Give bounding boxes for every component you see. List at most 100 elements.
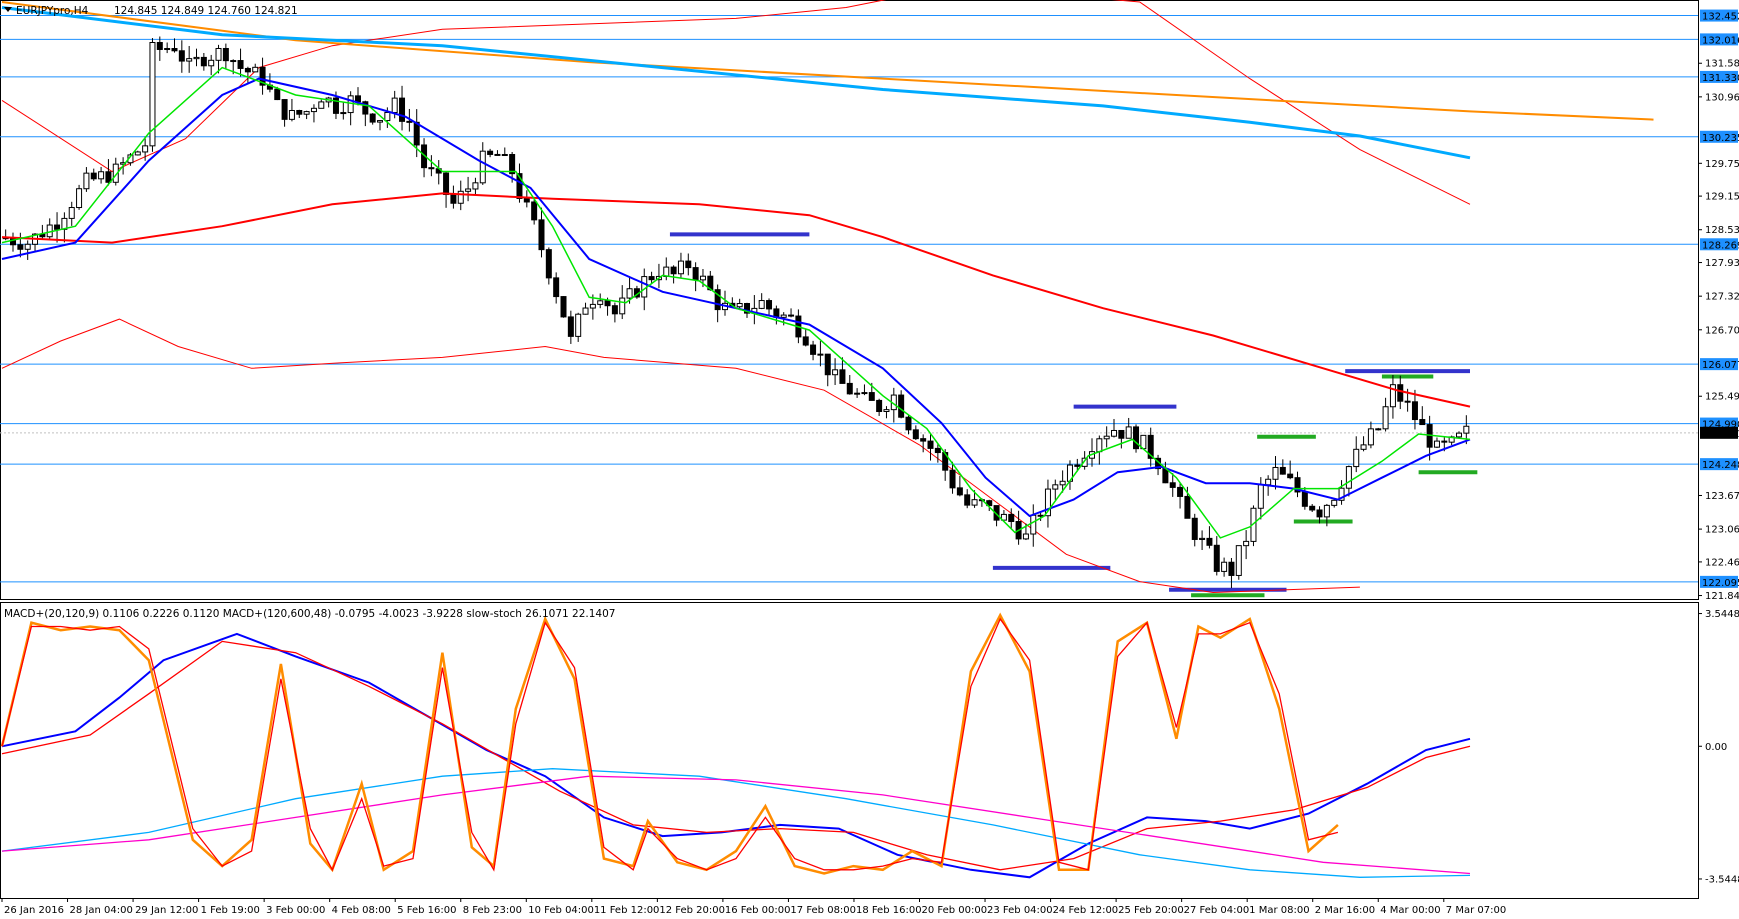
level-label: 132.452 bbox=[1702, 12, 1739, 23]
candle-bull bbox=[76, 188, 83, 209]
candle-bull bbox=[832, 369, 839, 376]
time-tick-label: 12 Feb 20:00 bbox=[659, 905, 725, 916]
candle-bull bbox=[193, 56, 200, 60]
time-tick-label: 25 Feb 20:00 bbox=[1118, 905, 1184, 916]
price-tick-label: 131.580 bbox=[1705, 59, 1739, 70]
candle-bull bbox=[186, 58, 193, 62]
candle-bull bbox=[861, 392, 868, 395]
candle-bull bbox=[1389, 384, 1396, 408]
candle-bull bbox=[1265, 478, 1272, 486]
candle-bull bbox=[1111, 429, 1118, 437]
envelope-lower bbox=[1, 318, 1360, 594]
candle-bear bbox=[296, 109, 303, 115]
candle-bull bbox=[575, 313, 582, 337]
candle-bear bbox=[692, 267, 699, 281]
candle-bear bbox=[802, 336, 809, 346]
candle-bull bbox=[1030, 514, 1037, 535]
candle-bear bbox=[1162, 468, 1169, 484]
indicator-signal-2 bbox=[1, 775, 1471, 875]
candle-bull bbox=[1052, 484, 1059, 490]
price-axis: 132.452 132.016 131.330 130.235 128.269 126.0… bbox=[1698, 9, 1739, 602]
candle-bear bbox=[611, 305, 618, 315]
candle-bear bbox=[406, 120, 413, 123]
candle-bear bbox=[450, 194, 457, 204]
candle-bear bbox=[1118, 429, 1125, 439]
candle-bull bbox=[384, 112, 391, 122]
candle-bull bbox=[479, 150, 486, 184]
candle-bull bbox=[230, 60, 237, 63]
candle-bear bbox=[428, 167, 435, 170]
time-tick-label: 11 Feb 12:00 bbox=[594, 905, 660, 916]
candle-bear bbox=[1184, 495, 1191, 519]
level-label: 130.235 bbox=[1702, 133, 1739, 144]
candle-bull bbox=[303, 111, 310, 115]
candle-bear bbox=[1177, 486, 1184, 497]
candle-bull bbox=[1323, 504, 1330, 518]
candle-bull bbox=[501, 154, 508, 157]
price-tick-label: 121.845 bbox=[1705, 591, 1739, 602]
time-tick-label: 20 Feb 00:00 bbox=[922, 905, 988, 916]
candle-bull bbox=[582, 307, 589, 315]
candle-bear bbox=[178, 50, 185, 62]
candle-bear bbox=[964, 494, 971, 506]
time-tick-label: 27 Feb 04:00 bbox=[1184, 905, 1250, 916]
ma-green bbox=[1, 66, 1471, 539]
candle-bear bbox=[105, 171, 112, 183]
candle-bear bbox=[993, 505, 1000, 521]
candle-bull bbox=[758, 300, 765, 309]
candle-bull bbox=[1272, 466, 1279, 480]
indicator-macd-120-600-48- bbox=[1, 768, 1471, 878]
candle-bull bbox=[1331, 499, 1338, 506]
candle-bull bbox=[1353, 448, 1360, 468]
candle-bull bbox=[736, 303, 743, 308]
candle-bull bbox=[589, 303, 596, 309]
time-tick-label: 4 Mar 00:00 bbox=[1380, 905, 1440, 916]
candle-bull bbox=[1096, 438, 1103, 453]
candle-bear bbox=[274, 88, 281, 101]
current-price-bg bbox=[1700, 426, 1738, 439]
candle-bull bbox=[1360, 444, 1367, 450]
candle-bull bbox=[1044, 488, 1051, 517]
candle-bull bbox=[1235, 545, 1242, 576]
candle-bear bbox=[362, 101, 369, 115]
candle-bull bbox=[164, 48, 171, 51]
candle-bull bbox=[391, 97, 398, 114]
candle-bear bbox=[648, 276, 655, 281]
candle-bull bbox=[1463, 425, 1470, 434]
candle-bear bbox=[10, 238, 17, 246]
candle-bear bbox=[281, 99, 288, 120]
level-label-bg bbox=[1700, 458, 1738, 471]
candle-bull bbox=[288, 109, 295, 120]
indicator-axis: 3.5448 0.00 -3.5448 bbox=[1698, 609, 1739, 885]
candle-bull bbox=[1243, 540, 1250, 547]
chevron-down-icon[interactable] bbox=[4, 7, 12, 12]
support-resistance-zones bbox=[669, 232, 1478, 598]
candle-bull bbox=[1375, 428, 1382, 431]
price-tick-label: 122.460 bbox=[1705, 557, 1739, 568]
candle-bear bbox=[399, 97, 406, 122]
candle-bear bbox=[1309, 505, 1316, 511]
level-label: 131.330 bbox=[1702, 73, 1739, 84]
chart-header[interactable]: EURJPYpro,H4 124.845 124.849 124.760 124… bbox=[4, 5, 298, 17]
candle-bull bbox=[1382, 406, 1389, 430]
candle-bear bbox=[1397, 384, 1404, 402]
candle-bear bbox=[560, 296, 567, 318]
candle-bear bbox=[332, 97, 339, 114]
candle-bull bbox=[1000, 513, 1007, 521]
time-tick-label: 17 Feb 08:00 bbox=[790, 905, 856, 916]
candle-bear bbox=[1133, 426, 1140, 450]
envelope-lines bbox=[1, 0, 1471, 594]
candle-bear bbox=[927, 440, 934, 449]
candle-bear bbox=[443, 172, 450, 196]
price-tick-label: 123.060 bbox=[1705, 525, 1739, 536]
candle-bear bbox=[1287, 473, 1294, 479]
candle-bear bbox=[898, 394, 905, 418]
candle-bull bbox=[1221, 561, 1228, 572]
price-tick-label: 127.935 bbox=[1705, 258, 1739, 269]
ma-orange bbox=[1, 1, 1654, 121]
candle-bear bbox=[839, 369, 846, 384]
candle-bull bbox=[699, 275, 706, 281]
candle-bear bbox=[824, 353, 831, 376]
candle-bull bbox=[1022, 533, 1029, 540]
